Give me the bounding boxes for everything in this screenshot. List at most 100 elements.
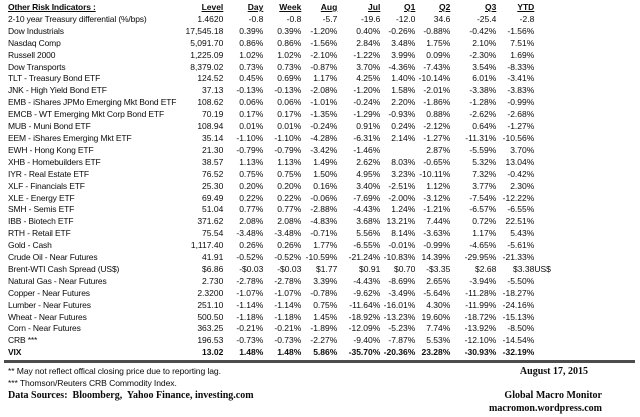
level-value: 21.30 xyxy=(202,144,224,155)
row-note xyxy=(534,240,574,252)
level-value: 25.30 xyxy=(202,180,224,191)
change-value: -11.99% xyxy=(465,299,497,310)
change-value: -1.46% xyxy=(353,144,381,155)
change-value: 0.88% xyxy=(426,109,451,120)
change-value: $0.91 xyxy=(359,263,381,274)
change-value: -11.28% xyxy=(465,287,497,298)
column-header-q3: Q3 xyxy=(450,2,496,14)
column-header-text: Q1 xyxy=(403,2,416,12)
report-footer: ** May not reflect offical closing price… xyxy=(0,363,640,415)
row-note xyxy=(534,288,574,300)
table-row: Gold - Cash 1,117.40 0.26% 0.26% 1.77% -6.55%… xyxy=(8,240,574,252)
change-value: -0.13% xyxy=(274,85,302,96)
column-header-ytd: YTD xyxy=(496,2,534,14)
change-value: -0.26% xyxy=(388,25,416,36)
level-value: 75.54 xyxy=(202,228,224,239)
change-value: -2.88% xyxy=(310,204,338,215)
change-value: 2.08% xyxy=(239,216,264,227)
change-value: 3.70% xyxy=(356,61,381,72)
row-label: Crude Oil - Near Futures xyxy=(8,252,98,263)
change-value: -18.72% xyxy=(464,311,497,322)
site-url: macromon.wordpress.com xyxy=(489,403,602,415)
change-value: -0.8 xyxy=(286,13,302,24)
change-value: -12.22% xyxy=(502,192,535,203)
change-value: 0.20% xyxy=(239,180,264,191)
change-value: 1.69% xyxy=(510,49,535,60)
change-value: -3.48% xyxy=(274,228,302,239)
level-value: 69.49 xyxy=(202,192,224,203)
change-value: -1.14% xyxy=(274,299,302,310)
column-header-level: Level xyxy=(176,2,224,14)
table-row: Corn - Near Futures 363.25 -0.21% -0.21% -1.… xyxy=(8,323,574,335)
risk-indicators-table: Other Risk Indicators : Level Day Week Aug J… xyxy=(8,2,574,359)
level-value: 2.3200 xyxy=(197,287,224,298)
change-value: 3.99% xyxy=(391,49,416,60)
data-sources-line: Data Sources: Bloomberg, Yahoo Finance, … xyxy=(8,390,254,402)
table-row: Dow Industrials 17,545.18 0.39% 0.39% -1.20%… xyxy=(8,26,574,38)
change-value: -3.63% xyxy=(423,228,451,239)
level-value: $6.86 xyxy=(202,263,224,274)
change-value: 5.56% xyxy=(356,228,381,239)
change-value: 7.32% xyxy=(472,168,497,179)
table-row: EMCB - WT Emerging Mkt Corp Bond ETF 70.1… xyxy=(8,109,574,121)
row-label: MUB - Muni Bond ETF xyxy=(8,121,91,132)
table-row: TLT - Treasury Bond ETF 124.52 0.45% 0.69% 1… xyxy=(8,73,574,85)
change-value: 1.40% xyxy=(391,73,416,84)
change-value: 1.12% xyxy=(426,180,451,191)
column-header-jul: Jul xyxy=(337,2,380,14)
row-note xyxy=(534,14,574,26)
change-value: -5.64% xyxy=(423,287,451,298)
change-value: -6.55% xyxy=(353,240,381,251)
change-value: -0.13% xyxy=(236,85,264,96)
row-note xyxy=(534,228,574,240)
table-row: Lumber - Near Futures 251.10 -1.14% -1.14% 0… xyxy=(8,300,574,312)
change-value: -0.73% xyxy=(236,335,264,346)
change-value: 0.20% xyxy=(277,180,302,191)
change-value: -9.62% xyxy=(353,287,381,298)
column-header-text: Jul xyxy=(368,2,381,12)
column-header-text: Day xyxy=(247,2,264,12)
footer-notes: ** May not reflect offical closing price… xyxy=(8,366,254,402)
change-value: -25.4 xyxy=(476,13,497,24)
change-value: 13.21% xyxy=(386,216,416,227)
change-value: -0.99% xyxy=(423,240,451,251)
change-value: -2.8 xyxy=(519,13,535,24)
row-label: VIX xyxy=(8,347,22,358)
change-value: -3.41% xyxy=(507,73,535,84)
level-value: 2.730 xyxy=(202,275,224,286)
row-label: Dow Transports xyxy=(8,61,66,72)
row-label: JNK - High Yield Bond ETF xyxy=(8,85,107,96)
change-value: -8.69% xyxy=(388,275,416,286)
row-note xyxy=(534,73,574,85)
change-value: -0.52% xyxy=(236,252,264,263)
change-value: 3.70% xyxy=(510,144,535,155)
level-value: 371.62 xyxy=(197,216,224,227)
change-value: -0.24% xyxy=(310,121,338,132)
row-label: Copper - Near Futures xyxy=(8,287,90,298)
change-value: -10.56% xyxy=(502,132,535,143)
change-value: -$3.35 xyxy=(426,263,451,274)
change-value: -2.08% xyxy=(310,85,338,96)
change-value: -3.38% xyxy=(469,85,497,96)
report-date: August 17, 2015 xyxy=(519,366,588,378)
change-value: -3.12% xyxy=(423,192,451,203)
table-row: Natural Gas - Near Futures 2.730 -2.78% -2.… xyxy=(8,276,574,288)
change-value: -3.48% xyxy=(236,228,264,239)
table-row: Russell 2000 1,225.09 1.02% 1.02% -2.10% -1.2… xyxy=(8,50,574,62)
change-value: 4.95% xyxy=(356,168,381,179)
change-value: 0.91% xyxy=(356,121,381,132)
change-value: -9.40% xyxy=(353,335,381,346)
change-value: -3.49% xyxy=(388,287,416,298)
level-value: 37.13 xyxy=(202,85,224,96)
change-value: -18.27% xyxy=(502,287,535,298)
change-value: -1.07% xyxy=(274,287,302,298)
site-name: Global Macro Monitor xyxy=(504,390,602,402)
change-value: 5.53% xyxy=(426,335,451,346)
table-title-text: Other Risk Indicators : xyxy=(8,2,96,12)
change-value: -12.0 xyxy=(395,13,416,24)
change-value: 0.39% xyxy=(239,25,264,36)
change-value: 2.62% xyxy=(356,156,381,167)
level-value: 13.02 xyxy=(202,347,224,358)
row-note xyxy=(534,62,574,74)
row-note xyxy=(534,323,574,335)
